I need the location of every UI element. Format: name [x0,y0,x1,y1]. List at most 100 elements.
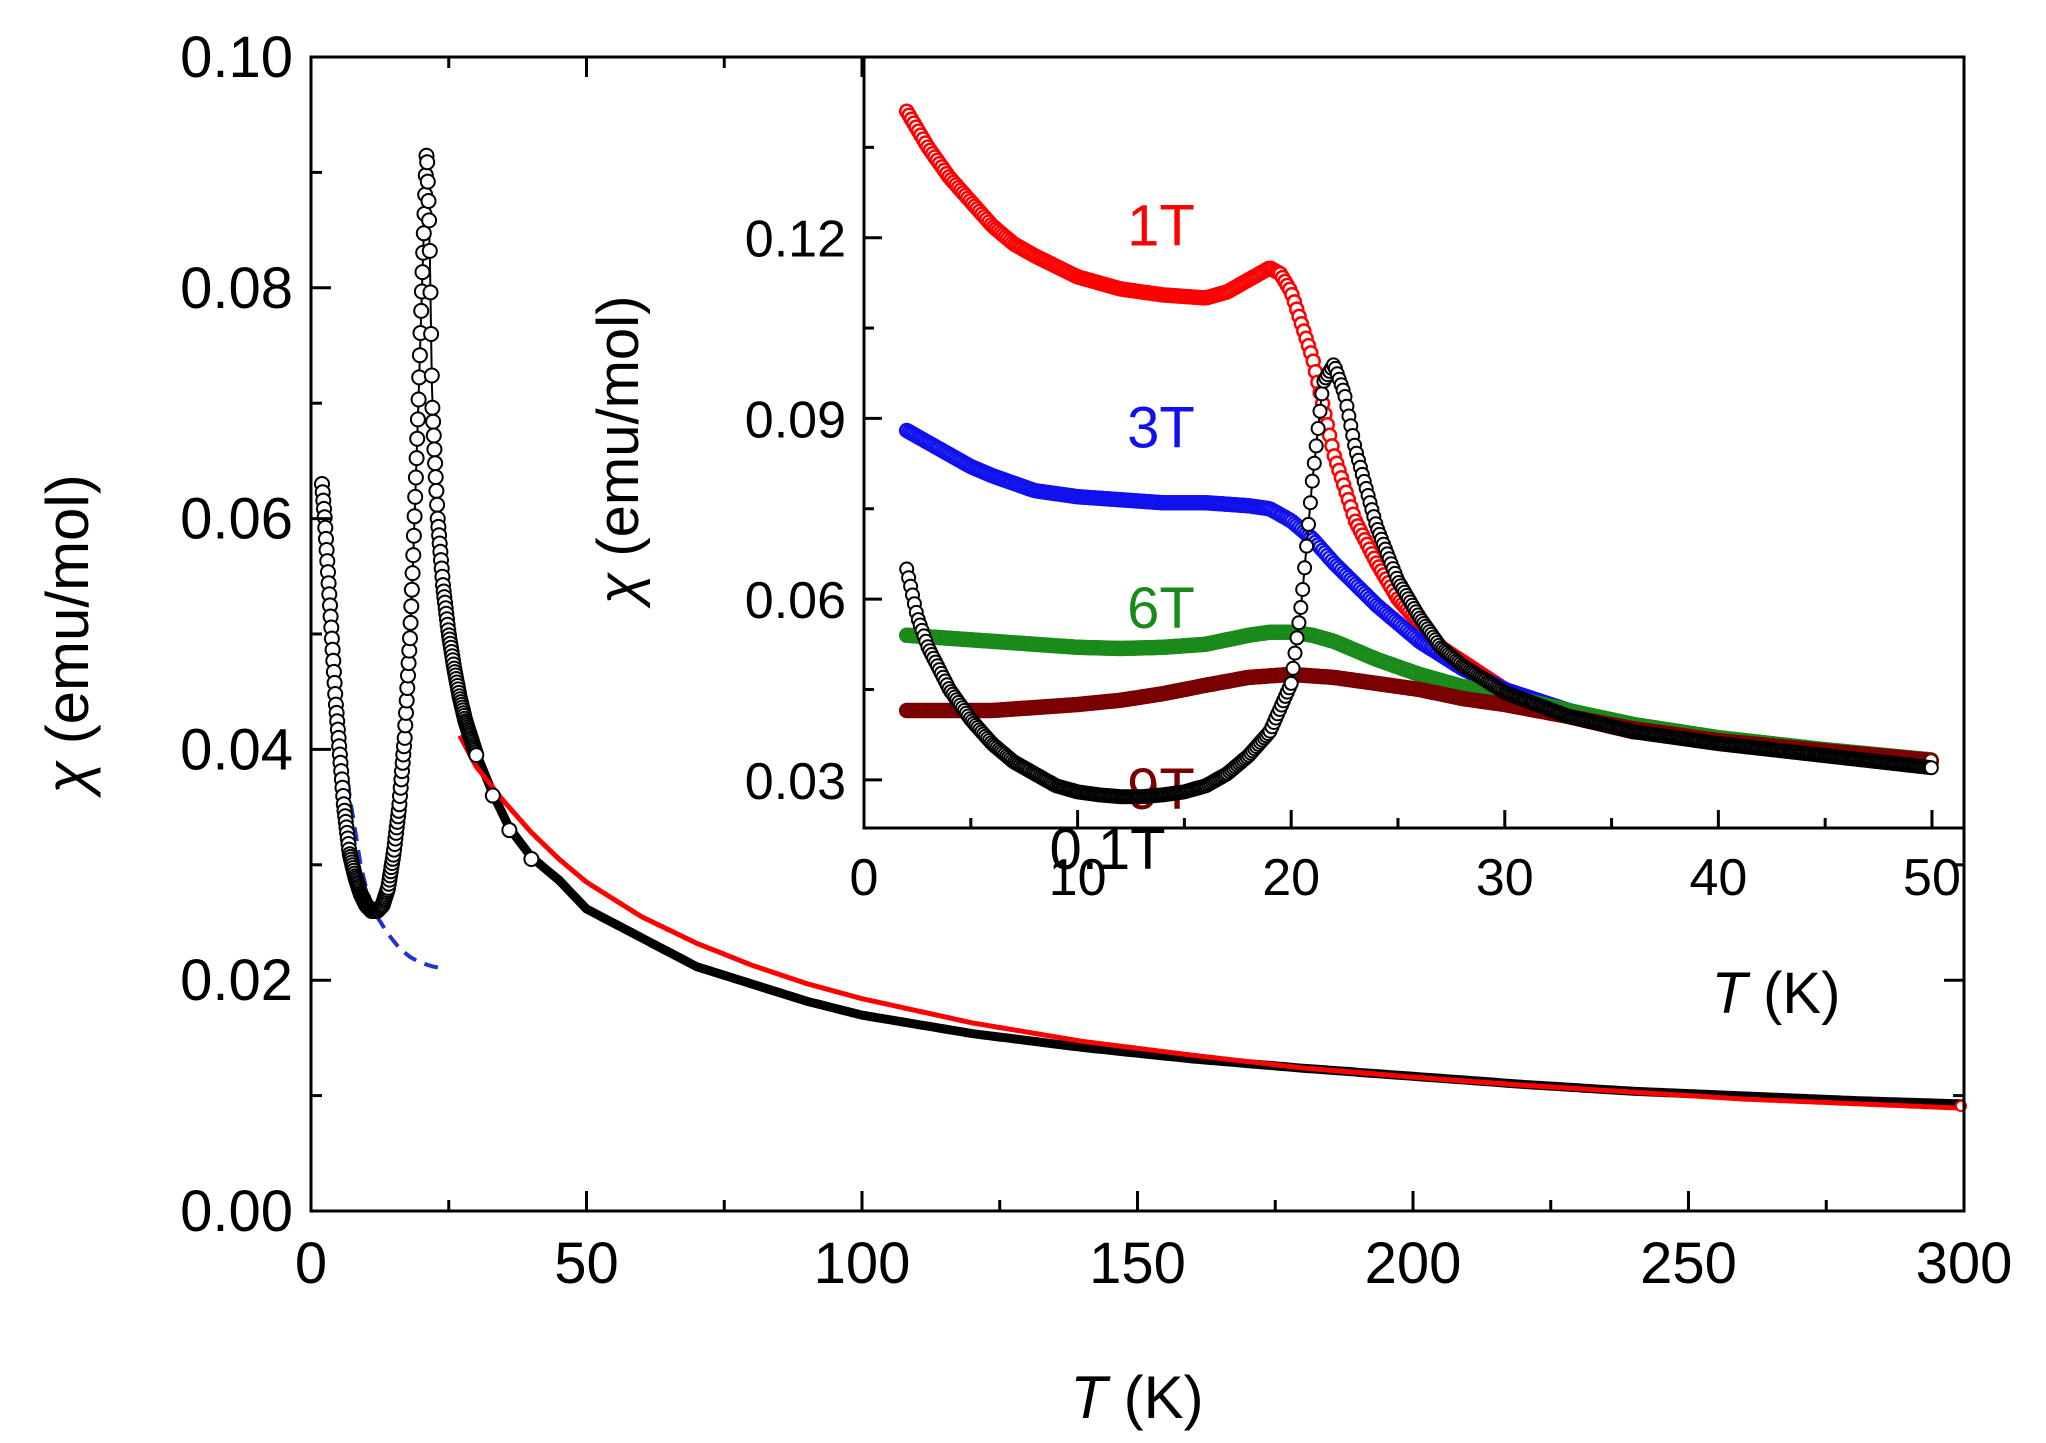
x-tick-label: 50 [554,1231,619,1296]
y-axis-title: χ (emu/mol) [34,474,101,798]
inset-y-tick-label: 0.12 [745,211,846,269]
inset-point-0.1T [1289,630,1305,646]
data-0.1T-point [420,193,437,209]
data-0.1T-point [425,413,442,430]
data-0.1T-point [468,747,485,764]
inset-point-0.1T [1310,421,1326,436]
data-0.1T-point [523,851,540,868]
inset-x-tick-label: 10 [1049,849,1107,907]
data-0.1T-point [428,482,445,499]
inset-point-0.1T [1302,495,1318,511]
y-tick-label: 0.08 [180,256,293,321]
inset-point-0.1T [1308,438,1324,454]
inset-x-axis-title-var: T [1712,961,1751,1026]
inset-x-axis-title-unit: (K) [1747,961,1840,1026]
data-0.1T-point [409,411,426,428]
data-0.1T-point [419,173,436,190]
data-0.1T-point [413,302,430,319]
x-tick-label: 100 [814,1231,911,1296]
inset-y-axis-title-unit: (emu/mol) [586,296,651,573]
inset-point-0.1T [1283,675,1299,691]
inset-point-0.1T [1293,600,1309,615]
data-0.1T-point [423,326,440,342]
y-tick-label: 0.06 [180,487,293,552]
data-0.1T-point [421,242,438,259]
data-0.1T-point [410,391,427,408]
x-axis-title: T (K) [1070,1364,1203,1431]
inset-point-0.1T [1923,760,1939,776]
x-tick-label: 0 [295,1231,327,1296]
data-0.1T-point [501,822,518,839]
series-label-1T: 1T [1127,194,1195,259]
x-tick-label: 250 [1640,1231,1737,1296]
series-label-3T: 3T [1127,395,1195,460]
data-0.1T-point [404,565,421,582]
data-0.1T-point [402,614,419,631]
inset-x-tick-label: 20 [1262,849,1320,907]
y-axis-title-unit: (emu/mol) [34,474,101,761]
data-0.1T-point [411,347,428,364]
inset-x-axis-title: T (K) [1712,961,1841,1026]
data-0.1T-point [424,399,441,416]
fit-low-T-dashed [320,483,444,971]
inset-x-tick-label: 0 [850,849,879,907]
x-tick-label: 300 [1916,1231,2013,1296]
data-0.1T-point [427,455,444,472]
inset-point-0.1T [1304,473,1320,489]
data-0.1T-point [421,212,438,229]
inset-point-0.1T [1299,538,1315,554]
inset-plot: 1T3T6T9T0.1T010203040500.030.060.090.12T… [586,55,1966,1026]
inset-point-0.1T [1295,582,1311,597]
inset-point-0.1T [1297,560,1313,576]
x-tick-label: 200 [1365,1231,1462,1296]
inset-point-0.1T [1306,455,1322,471]
data-0.1T-point [422,284,439,301]
inset-y-axis-title-var: χ [586,571,651,609]
x-axis-title-var: T [1070,1364,1111,1431]
inset-point-0.1T [1312,403,1328,419]
inset-y-axis-title: χ (emu/mol) [586,296,651,610]
data-0.1T-point [403,581,420,598]
inset-point-0.1T [1287,645,1303,661]
inset-frame [862,55,1966,830]
inset-point-0.1T [1301,516,1316,532]
data-0.1T-point [425,427,442,444]
inset-y-tick-label: 0.06 [745,572,846,630]
data-0.1T-point [402,630,418,647]
data-0.1T-point [405,527,422,544]
y-tick-label: 0.04 [180,717,293,782]
data-0.1T-point [419,154,436,171]
inset-point-0.1T [1285,660,1301,676]
data-0.1T-point [427,469,444,486]
x-tick-label: 150 [1089,1231,1186,1296]
data-0.1T-band [449,665,1965,1109]
y-tick-label: 0.02 [180,948,293,1013]
inset-x-tick-label: 30 [1476,849,1534,907]
data-0.1T-point [415,225,432,242]
inset-x-tick-label: 40 [1689,849,1747,907]
y-axis-title-var: χ [34,760,101,799]
fit-high-T-line [457,734,1965,1111]
data-0.1T-point [409,430,426,447]
data-0.1T-point [426,441,443,458]
main-plot: 0 50 100 150 200 250 3000.000.020.040.060.080.… [34,25,2012,1431]
inset-y-tick-label: 0.03 [745,753,846,811]
inset-y-tick-label: 0.09 [745,391,846,449]
y-tick-label: 0.00 [180,1179,293,1244]
data-0.1T-point [407,469,424,486]
inset-point-0.1T [1291,615,1307,631]
data-0.1T-point [407,488,424,505]
inset-point-0.1T [1314,386,1330,402]
data-0.1T-point [406,508,423,525]
x-axis-title-unit: (K) [1107,1364,1204,1431]
inset-x-tick-label: 50 [1903,849,1961,907]
data-0.1T-point [423,367,440,384]
y-tick-label: 0.10 [180,25,293,90]
series-label-6T: 6T [1127,576,1195,641]
data-0.1T-point [405,547,422,564]
data-0.1T-point [403,598,420,615]
data-0.1T-point [414,264,431,281]
data-0.1T-point [408,450,425,467]
data-0.1T-point [429,496,446,513]
data-0.1T-point [484,787,501,804]
